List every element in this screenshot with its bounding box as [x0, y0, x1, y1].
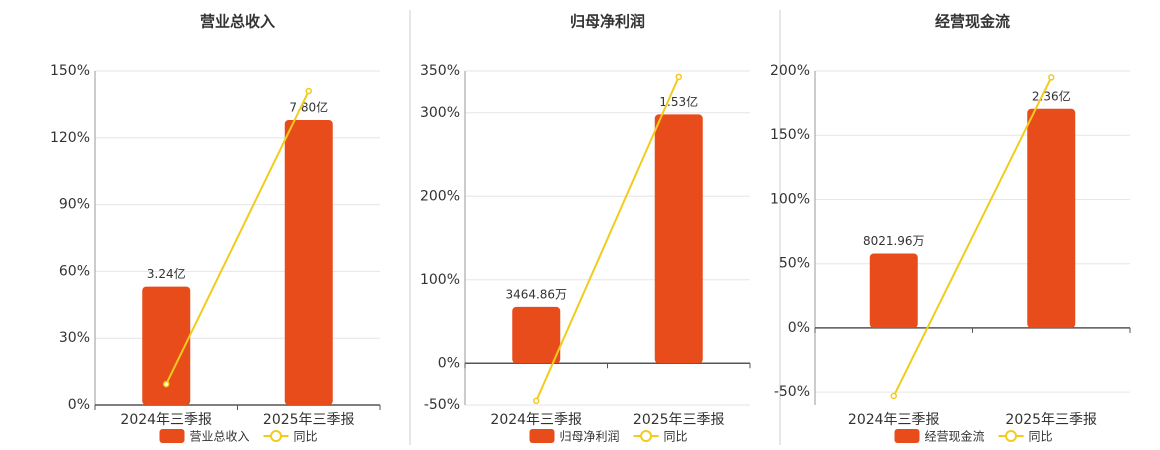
line	[892, 76, 1053, 397]
legend-swatch	[159, 429, 185, 443]
chart-title: 营业总收入	[200, 13, 275, 31]
point	[533, 397, 540, 405]
bar	[654, 114, 703, 364]
bar	[1027, 108, 1076, 328]
legend-swatch	[529, 429, 555, 443]
value-label: 7.80亿	[289, 99, 328, 114]
legend-swatch	[1005, 430, 1018, 442]
bar	[512, 306, 561, 364]
chart-title: 归母净利润	[570, 13, 645, 31]
legend-label: 营业总收入	[190, 430, 250, 444]
point	[675, 73, 682, 81]
y-tick-label: 30%	[59, 330, 90, 346]
legend-label: 同比	[664, 430, 688, 444]
y-tick-label: 90%	[59, 197, 90, 213]
legend-swatch	[894, 429, 920, 443]
value-label: 3.24亿	[147, 266, 186, 281]
x-tick-label: 2024年三季报	[490, 412, 582, 428]
y-tick-label: 150%	[50, 63, 90, 79]
y-tick-label: -50%	[424, 397, 460, 413]
chart-title: 经营现金流	[935, 13, 1010, 31]
x-tick-label: 2024年三季报	[120, 412, 212, 428]
point	[890, 392, 897, 400]
bar	[142, 286, 191, 405]
line	[535, 76, 680, 402]
y-tick-label: 50%	[779, 256, 810, 272]
value-label: 2.36亿	[1032, 88, 1071, 103]
x-tick-label: 2025年三季报	[263, 412, 355, 428]
y-tick-label: 200%	[420, 188, 460, 204]
y-tick-label: 300%	[420, 105, 460, 121]
y-tick-label: 100%	[770, 191, 810, 207]
value-label: 8021.96万	[863, 234, 925, 248]
legend-label: 经营现金流	[925, 429, 985, 444]
point	[163, 380, 170, 388]
bar	[284, 119, 333, 406]
y-tick-label: 0%	[788, 320, 810, 336]
legend-label: 同比	[1029, 430, 1053, 444]
line	[165, 90, 310, 385]
y-tick-label: 120%	[50, 130, 90, 146]
y-tick-label: 0%	[68, 397, 90, 413]
legend-label: 归母净利润	[560, 430, 620, 444]
bar	[869, 253, 918, 328]
legend-swatch	[270, 430, 283, 442]
x-tick-label: 2025年三季报	[1005, 412, 1097, 428]
y-tick-label: -50%	[774, 384, 810, 400]
value-label: 3464.86万	[505, 287, 567, 301]
y-tick-label: 150%	[770, 127, 810, 143]
legend-label: 同比	[294, 430, 318, 444]
y-tick-label: 350%	[420, 63, 460, 79]
y-tick-label: 0%	[438, 355, 460, 371]
point	[305, 87, 312, 95]
x-tick-label: 2024年三季报	[848, 412, 940, 428]
x-tick-label: 2025年三季报	[633, 412, 725, 428]
legend-swatch	[640, 430, 653, 442]
y-tick-label: 100%	[420, 272, 460, 288]
point	[1048, 74, 1055, 81]
y-tick-label: 60%	[59, 263, 90, 279]
y-tick-label: 200%	[770, 63, 810, 79]
